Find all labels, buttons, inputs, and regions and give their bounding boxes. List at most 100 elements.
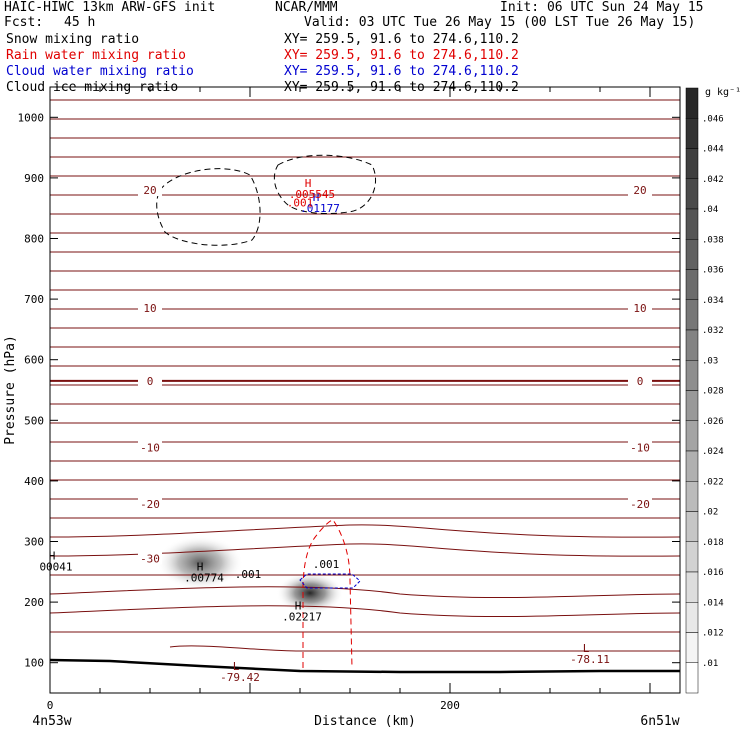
colorbar-bin: [685, 360, 699, 391]
x-end-label-right: 6n51w: [640, 714, 679, 729]
plot-frame: [49, 86, 681, 694]
colorbar-bin: [685, 148, 699, 179]
y-tick-label: 500: [24, 414, 44, 427]
isotherm-label: 0: [147, 375, 154, 388]
colorbar-bin: [685, 299, 699, 331]
colorbar-tick-label: .046: [702, 114, 724, 124]
colorbar-bin: [685, 390, 699, 421]
y-tick-label: 200: [24, 596, 44, 609]
colorbar-tick-label: .026: [702, 417, 724, 427]
field-xy-rain: XY= 259.5, 91.6 to 274.6,110.2: [284, 48, 519, 63]
colorbar-tick-label: .01: [702, 659, 718, 669]
field-xy-cloud-water: XY= 259.5, 91.6 to 274.6,110.2: [284, 64, 519, 79]
colorbar-bin: [685, 450, 699, 482]
contour-value-label: .001: [287, 196, 314, 209]
colorbar-tick-label: .034: [702, 296, 724, 306]
terrain-line: [49, 658, 680, 674]
y-tick-label: 600: [24, 354, 44, 367]
colorbar-tick-label: .028: [702, 387, 724, 397]
colorbar-tick-label: .022: [702, 477, 724, 487]
extremum-value: .02217: [282, 610, 322, 623]
mixing-ratio-shading: [156, 535, 344, 615]
colorbar-tick-label: .014: [702, 598, 724, 608]
extremum-value: .005545: [289, 188, 335, 201]
isotherm-label: 20: [143, 184, 156, 197]
isotherm-label: -30: [140, 552, 160, 565]
colorbar-bin: [685, 481, 699, 512]
isotherm-line: [49, 605, 681, 618]
isotherm-label-bg: [628, 440, 652, 454]
ice-contour-left: [156, 168, 261, 246]
contour-value-label: .001: [235, 568, 262, 581]
extremum-value: .01177: [300, 202, 340, 215]
extremum-marker: H: [305, 177, 312, 190]
x-tick-label: 200: [440, 699, 460, 712]
isotherm-line: [49, 524, 681, 538]
y-axis-title: Pressure (hPa): [3, 335, 18, 445]
isotherm-label-bg: [628, 496, 652, 510]
isotherm-label: 10: [143, 302, 156, 315]
colorbar-tick-label: .024: [702, 447, 724, 457]
rain-water-contour: [302, 519, 353, 669]
colorbar-bin: [685, 420, 699, 452]
extremum-marker: H: [313, 191, 320, 204]
valid-time: Valid: 03 UTC Tue 26 May 15 (00 LST Tue …: [304, 15, 696, 30]
colorbar-bin: [685, 118, 699, 149]
x-axis-title: Distance (km): [314, 714, 416, 729]
extremum-marker: L: [233, 660, 240, 673]
colorbar-bin: [685, 511, 699, 542]
colorbar-bin: [685, 571, 699, 603]
field-xy-snow: XY= 259.5, 91.6 to 274.6,110.2: [284, 32, 519, 47]
colorbar-unit: g kg⁻¹: [705, 87, 740, 98]
y-tick-label: 900: [24, 172, 44, 185]
colorbar-tick-label: .04: [702, 205, 718, 215]
colorbar-bin: [685, 178, 699, 210]
isotherm-label-bg: [138, 373, 162, 387]
isotherm-line: [49, 586, 681, 599]
cloud-water-contour: [299, 573, 361, 589]
field-name-snow: Snow mixing ratio: [6, 32, 140, 47]
contour-value-label: .001: [313, 558, 340, 571]
colorbar-tick-label: .016: [702, 568, 724, 578]
y-tick-label: 100: [24, 657, 44, 670]
colorbar-bin: [685, 87, 699, 119]
isotherm-label-bg: [138, 496, 162, 510]
isotherm-label-bg: [628, 301, 652, 315]
y-tick-label: 800: [24, 233, 44, 246]
extremum-marker: H: [49, 550, 56, 563]
extremum-value: .00774: [184, 572, 224, 585]
colorbar-bin: [685, 329, 699, 361]
shaded-maximum-0: [276, 572, 344, 615]
forecast-label: Fcst:: [4, 15, 44, 30]
y-tick-label: 300: [24, 536, 44, 549]
isotherm-label: -10: [140, 442, 160, 455]
colorbar-bin: [685, 541, 699, 573]
temperature-contours: [49, 99, 681, 652]
colorbar-tick-label: .036: [702, 266, 724, 276]
isotherm-label: -20: [140, 498, 160, 511]
colorbar-bin: [685, 662, 699, 694]
x-tick-label: 0: [47, 699, 54, 712]
colorbar: .046 .044 .042 .04 .038 .036 .034 .032 .03 .028 .0…: [685, 87, 724, 694]
extremum-marker: H: [197, 561, 204, 574]
isotherm-label: 0: [637, 375, 644, 388]
y-tick-label: 400: [24, 475, 44, 488]
colorbar-bin: [685, 602, 699, 633]
ice-contour-right: [273, 154, 377, 214]
colorbar-tick-label: .044: [702, 145, 724, 155]
colorbar-tick-label: .03: [702, 356, 718, 366]
shaded-maximum-1: [156, 535, 244, 590]
isotherm-label-bg: [628, 183, 652, 197]
colorbar-tick-label: .012: [702, 629, 724, 639]
init-time: Init: 06 UTC Sun 24 May 15: [500, 0, 704, 15]
colorbar-bin: [685, 239, 699, 270]
field-name-cloud-water: Cloud water mixing ratio: [6, 64, 194, 79]
colorbar-tick-label: .02: [702, 508, 718, 518]
colorbar-bin: [685, 269, 699, 300]
colorbar-bin: [685, 208, 699, 240]
isotherm-label-bg: [138, 440, 162, 454]
extremum-value: 00041: [39, 561, 72, 574]
org-label: NCAR/MMM: [275, 0, 338, 15]
extremum-marker: H: [295, 599, 302, 612]
